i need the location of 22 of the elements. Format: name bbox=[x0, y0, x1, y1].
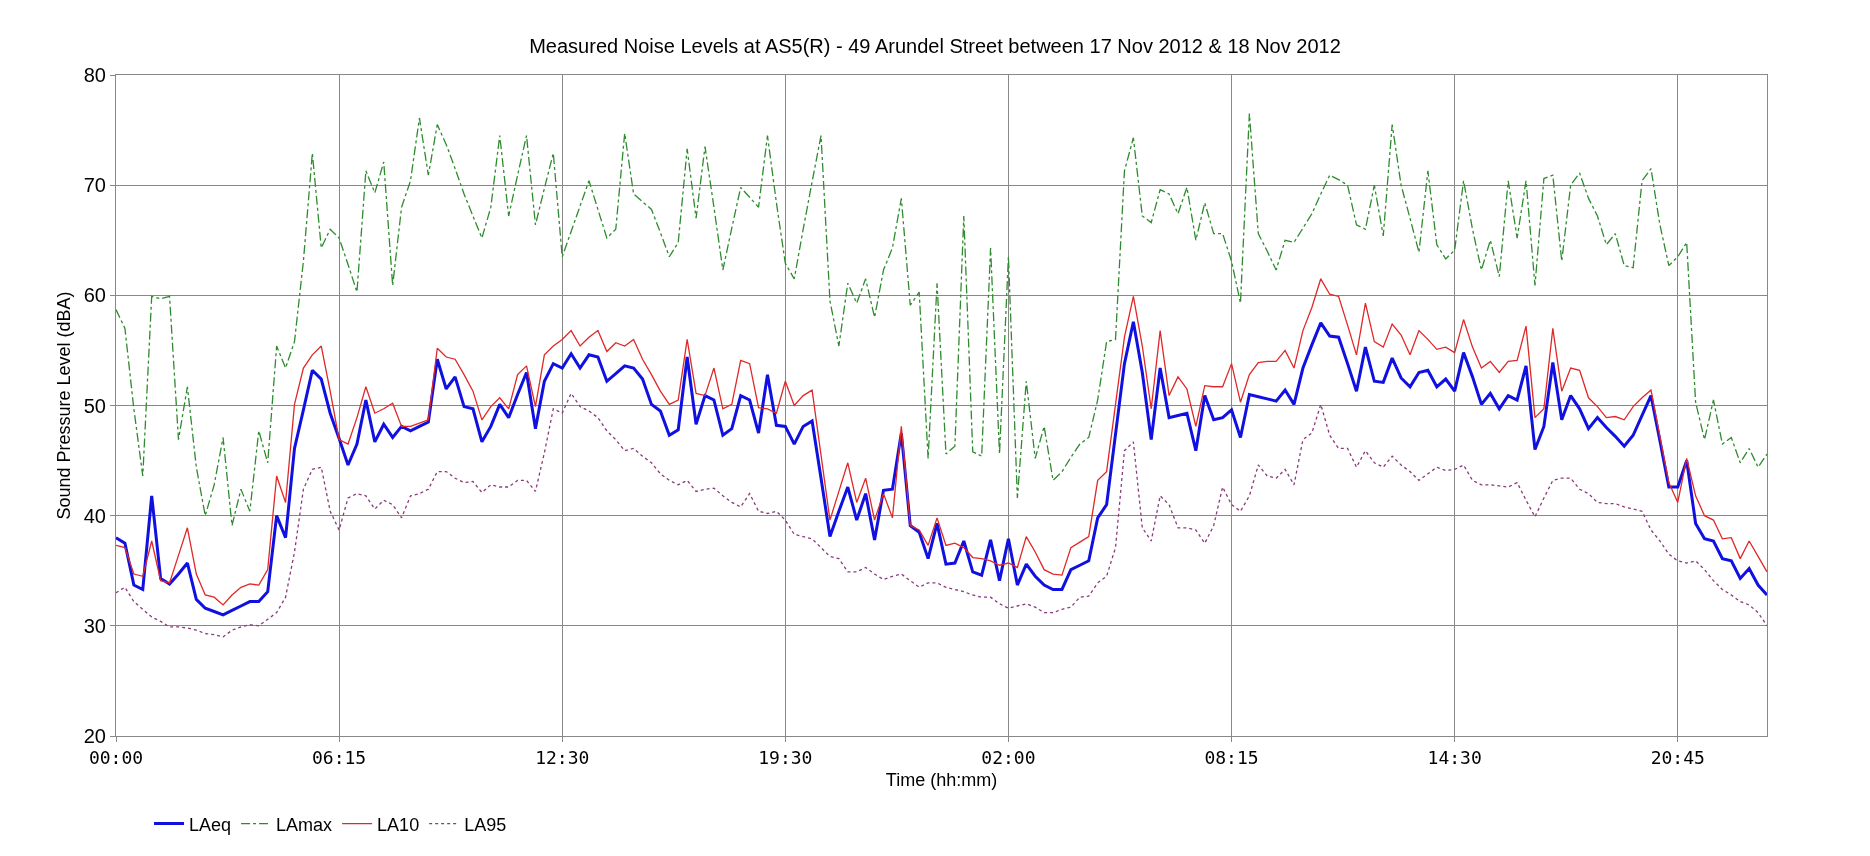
x-axis-title: Time (hh:mm) bbox=[885, 769, 998, 790]
x-tick-label: 14:30 bbox=[1427, 746, 1482, 768]
x-tick-label: 02:00 bbox=[981, 746, 1036, 768]
y-tick-label: 40 bbox=[83, 504, 106, 527]
legend-label: LA10 bbox=[377, 814, 420, 835]
x-tick-label: 06:15 bbox=[312, 746, 367, 768]
y-tick-label: 20 bbox=[83, 725, 106, 747]
y-tick-label: 50 bbox=[83, 394, 106, 417]
legend-label: LAeq bbox=[189, 814, 232, 835]
y-tick-label: 80 bbox=[83, 64, 106, 86]
x-tick-label: 19:30 bbox=[758, 746, 813, 768]
chart-title: Measured Noise Levels at AS5(R) - 49 Arundel Street between 17 Nov 2012 & 18 Nov 2012 bbox=[529, 34, 1341, 57]
legend-label: LAmax bbox=[276, 814, 333, 835]
legend-label: LA95 bbox=[464, 814, 507, 835]
x-tick-label: 08:15 bbox=[1204, 746, 1259, 768]
y-tick-label: 30 bbox=[83, 614, 106, 637]
y-tick-label: 60 bbox=[83, 284, 106, 307]
y-axis-title: Sound Pressure Level (dBA) bbox=[53, 291, 74, 520]
x-tick-label: 00:00 bbox=[88, 746, 144, 768]
x-tick-label: 12:30 bbox=[535, 746, 590, 768]
x-tick-label: 20:45 bbox=[1650, 746, 1705, 768]
y-tick-label: 70 bbox=[83, 174, 106, 197]
